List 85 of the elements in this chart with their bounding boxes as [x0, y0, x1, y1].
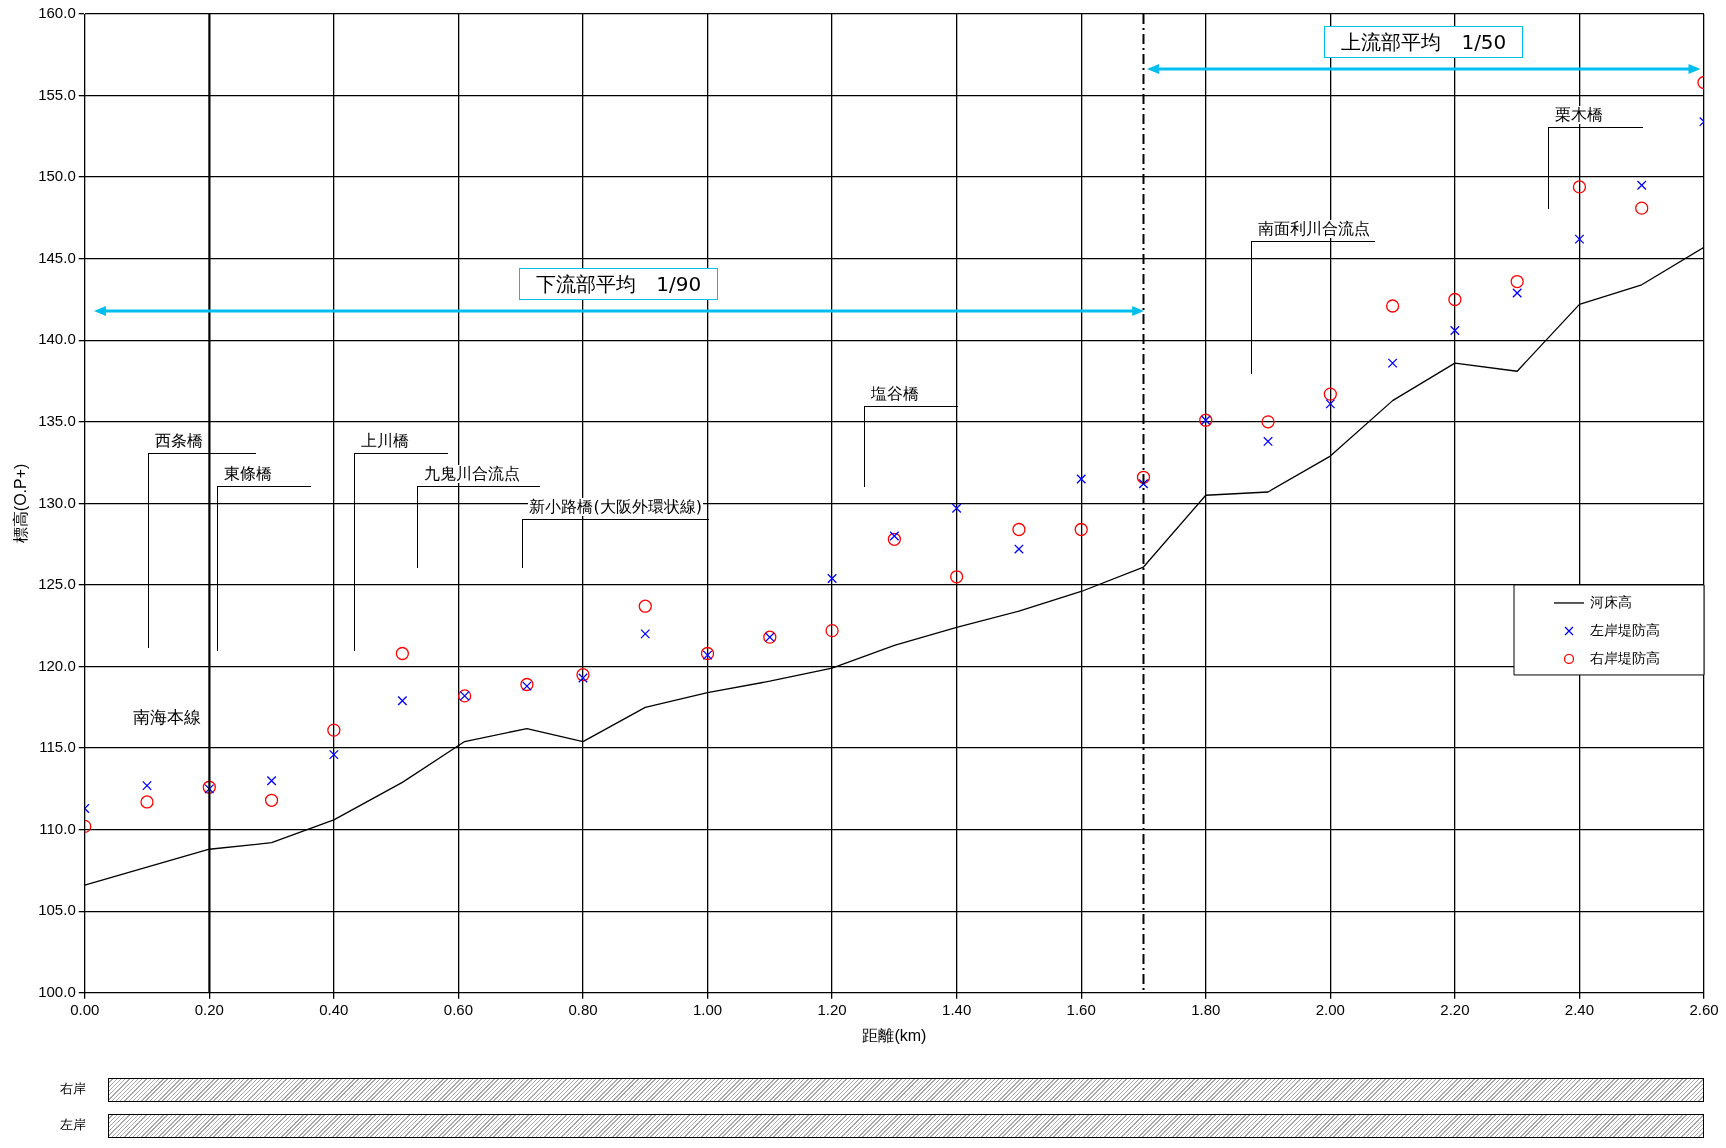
point	[140, 795, 154, 809]
y-tick-label: 160.0	[38, 4, 76, 22]
point	[395, 646, 410, 661]
annotation: 上川橋	[360, 430, 411, 450]
point	[1387, 358, 1398, 368]
x-tick-label: 1.00	[692, 1000, 723, 1018]
point	[576, 668, 590, 682]
point	[1325, 399, 1336, 409]
point	[264, 793, 279, 807]
point	[827, 573, 837, 584]
y-axis-title: 標高(O.P+)	[12, 463, 30, 544]
point	[700, 646, 715, 661]
point	[1572, 180, 1587, 194]
point	[1635, 201, 1649, 215]
y-tick-label: 125.0	[38, 575, 76, 593]
annotation: 下流部平均 1/90	[519, 267, 719, 300]
point	[1076, 474, 1087, 484]
point	[640, 629, 651, 639]
point	[1012, 522, 1026, 537]
point	[142, 780, 152, 791]
y-tick-label: 155.0	[38, 85, 76, 103]
ref-line-label: 南海本線	[133, 707, 202, 728]
legend-label: 左岸堤防高	[1590, 621, 1660, 638]
point	[1512, 288, 1523, 298]
point	[887, 532, 902, 546]
point	[266, 775, 277, 786]
point	[578, 673, 588, 683]
point	[1074, 522, 1088, 537]
x-tick-label: 1.20	[817, 1000, 847, 1018]
annotation: 九鬼川合流点	[422, 463, 521, 483]
point	[1136, 470, 1151, 484]
x-tick-label: 2.40	[1564, 1000, 1595, 1018]
point	[1510, 274, 1524, 289]
annotation: 塩谷橋	[870, 383, 921, 403]
y-tick-label: 100.0	[38, 982, 76, 1000]
annotation: 栗木橋	[1554, 105, 1605, 125]
point	[950, 570, 964, 584]
point	[520, 677, 534, 692]
annotation: 南面利川合流点	[1256, 218, 1371, 238]
point	[1574, 234, 1585, 245]
annotation: 西条橋	[154, 430, 205, 450]
legend-label: 河床高	[1590, 593, 1632, 610]
x-tick-label: 1.80	[1191, 1000, 1221, 1018]
point	[1014, 544, 1024, 554]
point	[1385, 299, 1400, 313]
point	[397, 695, 408, 706]
x-axis-title: 距離(km)	[862, 1026, 927, 1044]
annotation: 新小路橋(大阪外環状線)	[528, 496, 703, 516]
x-tick-label: 0.60	[443, 1000, 474, 1018]
y-tick-label: 105.0	[38, 901, 76, 919]
x-tick-label: 1.40	[942, 1000, 972, 1018]
y-tick-label: 115.0	[39, 738, 76, 756]
hatched-strip-panel: 右岸 左岸	[0, 1070, 1726, 1148]
point	[328, 749, 339, 760]
legend-label: 右岸堤防高	[1590, 649, 1660, 666]
y-tick-label: 145.0	[38, 248, 76, 266]
x-tick-label: 0.20	[194, 1000, 224, 1018]
x-tick-label: 2.20	[1440, 1000, 1470, 1018]
point	[1138, 478, 1149, 489]
annotation: 上流部平均 1/50	[1324, 25, 1524, 58]
point	[1261, 415, 1275, 429]
point	[1263, 436, 1273, 447]
y-tick-label: 130.0	[38, 493, 76, 511]
y-tick-label: 150.0	[38, 167, 76, 185]
x-tick-label: 2.00	[1315, 1000, 1345, 1018]
point	[889, 531, 900, 541]
point	[1323, 387, 1337, 401]
y-tick-label: 120.0	[38, 656, 76, 674]
y-tick-label: 135.0	[38, 411, 76, 429]
point	[951, 503, 962, 514]
y-tick-label: 110.0	[39, 819, 76, 837]
annotation: 東條橋	[223, 463, 274, 483]
point	[327, 723, 341, 737]
point	[638, 599, 652, 613]
x-tick-label: 0.00	[70, 1000, 100, 1018]
point	[702, 650, 713, 661]
x-tick-label: 1.60	[1066, 1000, 1096, 1018]
x-tick-label: 0.80	[568, 1000, 598, 1018]
point	[1449, 325, 1460, 336]
x-tick-label: 2.60	[1689, 1000, 1719, 1018]
x-tick-label: 0.40	[319, 1000, 349, 1018]
point	[825, 623, 839, 638]
y-tick-label: 140.0	[38, 330, 76, 348]
point	[1448, 292, 1462, 307]
point	[1636, 180, 1647, 191]
